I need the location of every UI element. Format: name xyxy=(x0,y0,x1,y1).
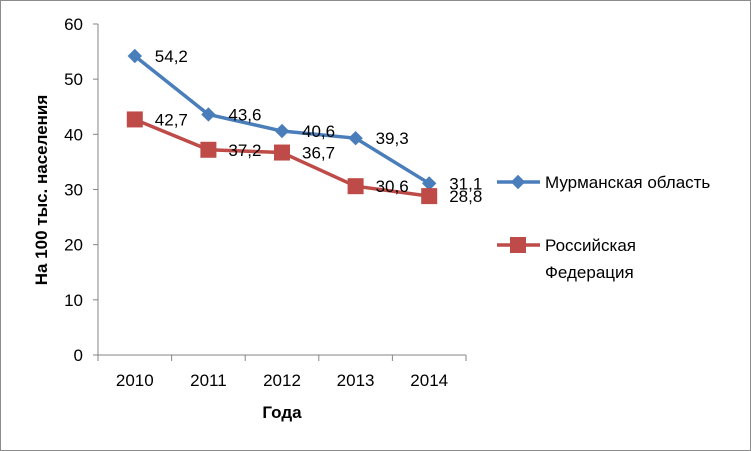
x-tick-label: 2013 xyxy=(337,371,375,390)
legend-label-2: Российская Федерация xyxy=(545,236,636,282)
legend-marker-2 xyxy=(510,237,526,253)
y-tick-label: 60 xyxy=(64,15,83,34)
chart-data-labels: 54,2 43,6 40,6 39,3 31,1 42,7 37,2 36,7 30,6 28,8 xyxy=(155,47,482,206)
series-2-point xyxy=(274,144,290,161)
data-label: 54,2 xyxy=(155,47,188,66)
data-label: 36,7 xyxy=(302,144,335,163)
legend-label-1: Мурманская область xyxy=(545,173,710,192)
series-1-point xyxy=(127,48,143,64)
series-1-point xyxy=(348,130,363,146)
data-label: 39,3 xyxy=(376,129,409,148)
legend-label-line: Российская xyxy=(545,236,636,255)
legend-label-line: Мурманская область xyxy=(545,173,710,192)
chart-legend: Мурманская область Российская Федерация xyxy=(497,173,710,282)
series-2-point xyxy=(200,141,217,158)
y-tick-label: 10 xyxy=(64,291,83,310)
legend-label-line: Федерация xyxy=(545,263,634,282)
series-2-point xyxy=(126,111,143,128)
x-tick-label: 2011 xyxy=(190,371,227,390)
data-label: 28,8 xyxy=(449,187,482,206)
data-label: 37,2 xyxy=(228,141,261,160)
y-tick-label: 40 xyxy=(64,125,83,144)
series-1-point xyxy=(201,107,216,122)
data-label: 31,1 xyxy=(449,174,482,193)
data-label: 40,6 xyxy=(302,122,335,141)
x-tick-label: 2014 xyxy=(410,371,448,390)
data-label: 43,6 xyxy=(228,105,261,124)
chart-axes: 0 10 20 30 40 50 60 2010 2011 2012 2013 2014 xyxy=(64,15,467,390)
y-tick-label: 20 xyxy=(64,236,83,255)
data-label: 30,6 xyxy=(376,177,409,196)
series-2-point xyxy=(347,178,364,195)
chart-series xyxy=(126,48,438,205)
series-1-point xyxy=(274,123,290,139)
x-tick-label: 2012 xyxy=(263,371,301,390)
y-tick-label: 0 xyxy=(74,346,83,365)
y-axis-title: На 100 тыс. населения xyxy=(32,95,51,286)
y-tick-label: 50 xyxy=(64,70,83,89)
legend-marker-1 xyxy=(510,174,526,190)
data-label: 42,7 xyxy=(155,110,188,129)
series-2-point xyxy=(421,188,438,205)
x-tick-label: 2010 xyxy=(116,371,154,390)
y-tick-label: 30 xyxy=(64,181,83,200)
x-axis-title: Года xyxy=(262,403,302,422)
